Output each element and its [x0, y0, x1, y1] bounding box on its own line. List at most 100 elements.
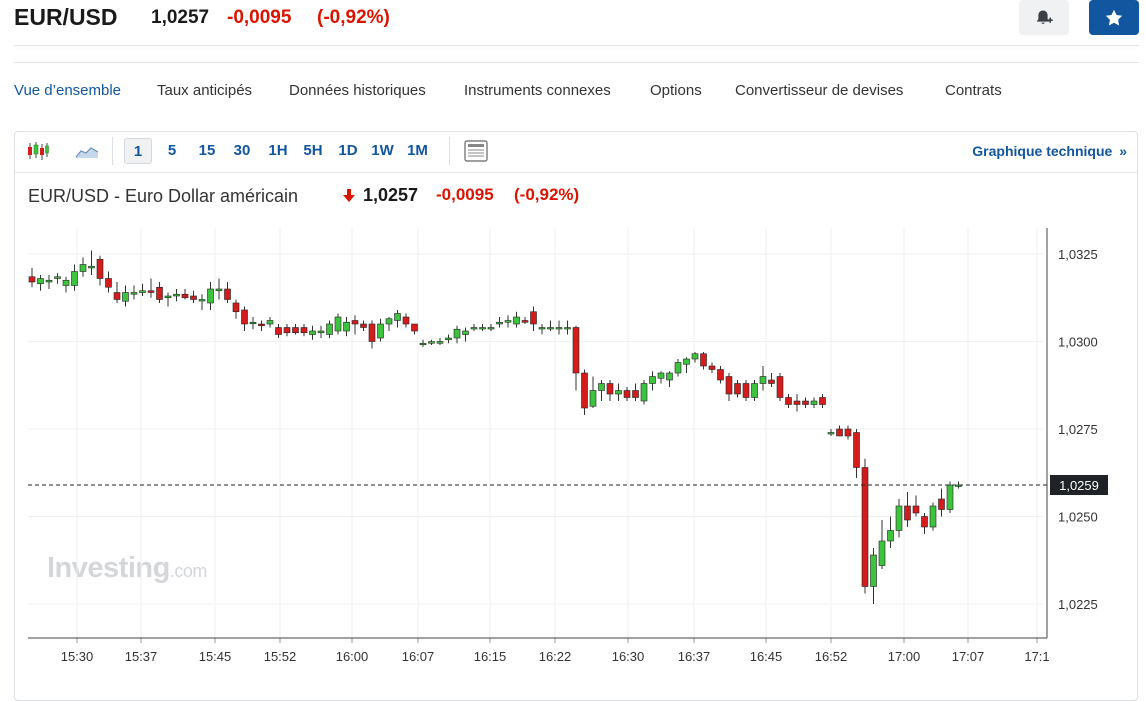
timeframe-5[interactable]: 5 [167, 142, 177, 159]
x-tick-label: 16:30 [612, 649, 645, 664]
candle-body [207, 288, 214, 304]
price-change-percent: (-0,92%) [317, 7, 390, 28]
y-tick-label: 1,0275 [1058, 422, 1098, 437]
timeframe-5h[interactable]: 5H [303, 142, 323, 159]
candle-body [819, 397, 826, 405]
candle-body [88, 265, 95, 269]
candle-body [640, 383, 648, 402]
candle-body [360, 323, 367, 328]
current-price-label-bg [1050, 475, 1108, 495]
candle-body [105, 278, 112, 288]
toolbar-separator [112, 137, 113, 165]
x-tick-label: 17:07 [952, 649, 985, 664]
candle-body [751, 383, 758, 398]
candle-body [734, 383, 741, 395]
tab-currency-converter[interactable]: Convertisseur de devises [735, 82, 904, 99]
candle-body [334, 316, 342, 332]
create-alert-button[interactable] [1019, 0, 1069, 35]
candlestick-chart-button[interactable] [25, 140, 51, 162]
timeframe-1d[interactable]: 1D [338, 142, 358, 159]
investing-watermark: Investing.com [47, 552, 207, 585]
candle-body [156, 286, 163, 300]
candle-body [547, 327, 554, 330]
candle-body [28, 276, 36, 283]
x-tick-label: 16:15 [474, 649, 507, 664]
candle-body [666, 372, 673, 381]
candle-body [904, 505, 911, 521]
tab-related-instruments[interactable]: Instruments connexes [464, 82, 611, 99]
star-icon [1105, 9, 1123, 25]
candle-body [470, 327, 478, 330]
candle-body [938, 498, 945, 510]
candle-body [538, 327, 546, 330]
chart-toolbar: 1 5 15 30 1H 5H 1D 1W 1M Graphique techn… [15, 132, 1137, 173]
candle-body [521, 320, 529, 323]
tab-contracts[interactable]: Contrats [945, 82, 1002, 99]
x-tick-label: 17:00 [888, 649, 921, 664]
quote-header: EUR/USD 1,0257 -0,0095 (-0,92%) [0, 0, 1145, 48]
candle-body [351, 320, 359, 325]
table-view-button[interactable] [463, 140, 489, 162]
candle-body [317, 330, 325, 334]
timeframe-1[interactable]: 1 [124, 138, 152, 164]
candle-body [79, 264, 87, 272]
tab-historical-data[interactable]: Données historiques [289, 82, 426, 99]
candle-body [266, 320, 274, 325]
candle-body [870, 554, 877, 587]
technical-chart-link[interactable]: Graphique technique » [972, 143, 1127, 159]
timeframe-1w[interactable]: 1W [371, 142, 394, 159]
area-chart-icon [75, 147, 99, 158]
current-price-label: 1,0259 [1059, 478, 1099, 493]
candle-body [462, 330, 469, 335]
candle-body [802, 400, 809, 405]
x-tick-label: 16:07 [402, 649, 435, 664]
candle-body [241, 309, 248, 325]
candle-body [581, 372, 588, 409]
candle-body [793, 400, 801, 405]
candle-body [385, 318, 393, 325]
candle-body [377, 323, 384, 339]
technical-chart-label: Graphique technique [972, 143, 1113, 159]
add-to-watchlist-button[interactable] [1089, 0, 1139, 35]
timeframe-15[interactable]: 15 [198, 142, 216, 159]
instrument-name: EUR/USD [14, 4, 118, 30]
timeframe-1m[interactable]: 1M [407, 142, 428, 159]
x-tick-label: 15:45 [199, 649, 232, 664]
candle-body [173, 293, 180, 297]
candlestick-icon [28, 142, 49, 160]
candle-body [929, 505, 937, 528]
tab-forward-rates[interactable]: Taux anticipés [157, 82, 253, 99]
area-chart-button[interactable] [74, 140, 100, 162]
timeframe-1h[interactable]: 1H [268, 142, 288, 159]
candle-body [487, 327, 495, 330]
y-tick-label: 1,0250 [1058, 510, 1098, 525]
y-tick-label: 1,0225 [1058, 597, 1098, 612]
candle-body [572, 327, 580, 374]
candle-body [955, 484, 962, 487]
candle-body [759, 376, 767, 384]
tabs-top-divider [14, 62, 1139, 63]
candle-body [436, 341, 444, 344]
bell-plus-icon [1036, 10, 1053, 24]
watermark-brand: Investing [47, 552, 170, 584]
header-divider [14, 45, 1139, 46]
candle-body [275, 327, 282, 335]
candle-body [479, 327, 486, 330]
table-view-icon [464, 140, 488, 162]
candle-body [139, 290, 146, 293]
candle-body [632, 390, 639, 398]
x-tick-label: 16:45 [750, 649, 783, 664]
timeframe-30[interactable]: 30 [233, 142, 251, 159]
candle-body [326, 323, 333, 335]
candle-body [589, 390, 597, 407]
tab-overview[interactable]: Vue d’ensemble [14, 82, 122, 99]
candle-body [445, 337, 452, 341]
tab-options[interactable]: Options [650, 82, 702, 99]
candle-body [309, 330, 316, 335]
x-tick-label: 15:37 [125, 649, 158, 664]
candle-body [700, 353, 707, 367]
candle-body [674, 362, 682, 374]
candle-body [717, 369, 724, 381]
candle-body [71, 271, 78, 286]
